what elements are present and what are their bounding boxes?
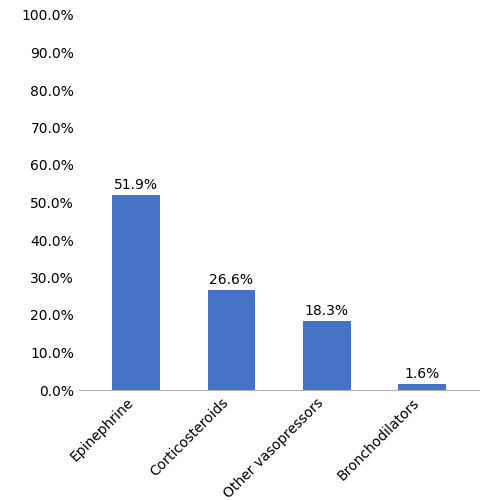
Text: 18.3%: 18.3% <box>305 304 349 318</box>
Text: 26.6%: 26.6% <box>209 273 253 287</box>
Text: 1.6%: 1.6% <box>405 367 440 381</box>
Bar <box>207 290 255 390</box>
Text: 51.9%: 51.9% <box>114 178 158 192</box>
Bar <box>112 196 160 390</box>
Bar <box>398 384 446 390</box>
Bar <box>303 322 351 390</box>
